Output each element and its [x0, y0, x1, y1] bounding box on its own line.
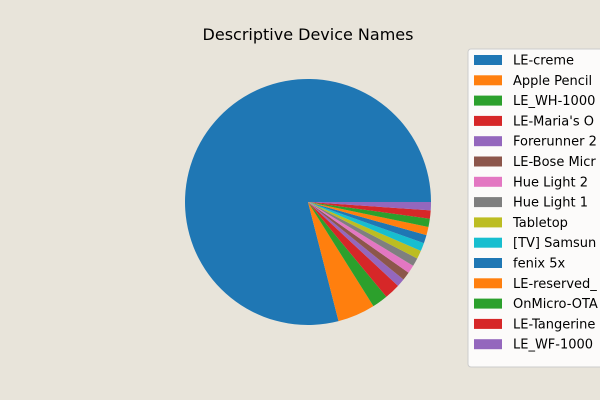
legend-label-onmicro-ota: OnMicro-OTA: [513, 297, 598, 312]
pie-slice-le-tangerine: [308, 202, 431, 219]
legend-label-tabletop: Tabletop: [512, 216, 568, 231]
pie-slice-le-creme: [184, 79, 431, 326]
pie-slice-le-reserved: [308, 202, 429, 236]
legend-swatch-apple-pencil: [474, 75, 502, 86]
legend-label-hue-light-2: Hue Light 2: [513, 175, 588, 190]
legend-swatch-le-creme: [474, 55, 502, 65]
legend-label-le-wf-1000: LE_WF-1000: [513, 338, 593, 353]
pie-slice-onmicro-ota: [308, 202, 430, 227]
legend-label-forerunner-2: Forerunner 2: [513, 135, 597, 150]
pie-slice-tabletop: [308, 202, 421, 259]
pie-slice-tv-samsun: [308, 202, 424, 251]
pie-slice-hue-light-2: [308, 202, 414, 273]
legend-label-fenix-5x: fenix 5x: [513, 257, 566, 272]
pie-slice-hue-light-1: [308, 202, 418, 266]
legend-swatch-le-wh-1000: [474, 95, 502, 106]
legend-swatch-fenix-5x: [474, 258, 502, 268]
legend-label-hue-light-1: Hue Light 1: [513, 196, 588, 211]
pie-slice-le-wf-1000: [308, 202, 431, 211]
legend-swatch-le-maria-s-o: [474, 115, 502, 126]
legend-swatch-forerunner-2: [474, 136, 502, 147]
legend-label-le-wh-1000: LE_WH-1000: [513, 94, 595, 109]
legend-swatch-hue-light-1: [474, 197, 502, 208]
legend-label-apple-pencil: Apple Pencil: [513, 74, 592, 89]
legend-swatch-tabletop: [474, 217, 502, 228]
legend-label-le-maria-s-o: LE-Maria's O: [513, 114, 594, 129]
pie-slice-le-bose-micr: [308, 202, 409, 280]
legend-label-le-tangerine: LE-Tangerine: [513, 317, 595, 332]
legend-swatch-le-reserved: [474, 278, 502, 289]
legend-swatch-le-tangerine: [474, 318, 502, 329]
legend-label-le-bose-micr: LE-Bose Micr: [513, 155, 596, 170]
legend-swatch-le-wf-1000: [474, 339, 502, 350]
pie-slice-forerunner-2: [308, 202, 404, 286]
pie-slice-le-wh-1000: [308, 202, 387, 307]
legend-label-le-reserved: LE-reserved_: [513, 277, 597, 292]
legend-swatch-le-bose-micr: [474, 156, 502, 167]
pie-slice-le-maria-s-o: [308, 202, 399, 297]
pie-slice-fenix-5x: [308, 202, 427, 244]
pie-slice-apple-pencil: [308, 202, 374, 322]
legend-label-tv-samsun: [TV] Samsun: [513, 236, 596, 251]
legend-swatch-hue-light-2: [474, 176, 502, 187]
pie-slices: [184, 79, 431, 326]
legend: LE-creme Apple Pencil LE_WH-1000 LE-Maria's…: [467, 48, 600, 368]
legend-label-le-creme: LE-creme: [513, 54, 574, 69]
legend-swatch-tv-samsun: [474, 237, 502, 248]
chart-title: Descriptive Device Names: [203, 25, 414, 44]
legend-swatch-onmicro-ota: [474, 298, 502, 309]
